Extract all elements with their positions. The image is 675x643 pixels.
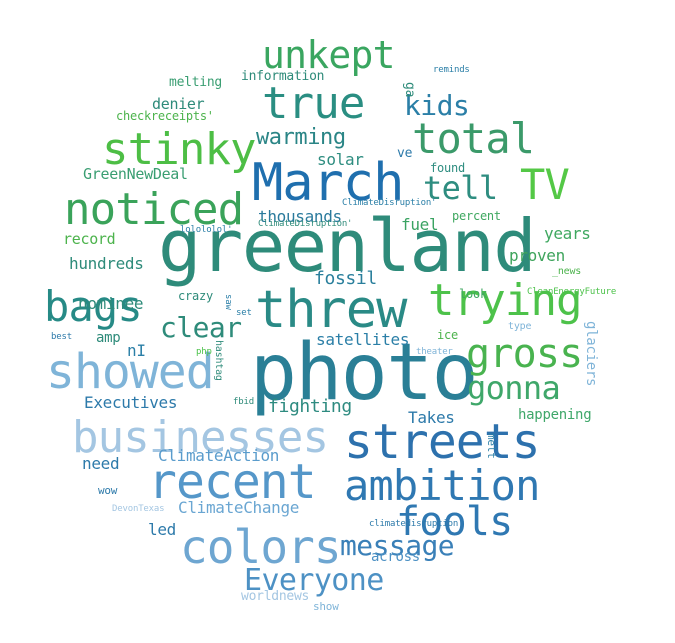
cloud-word: show bbox=[313, 600, 339, 613]
cloud-word: total bbox=[412, 114, 535, 163]
cloud-word: fossil bbox=[314, 268, 377, 289]
cloud-word: gross bbox=[466, 331, 583, 377]
cloud-word: ClimateDisruption' bbox=[342, 198, 437, 208]
cloud-word: ClimateAction bbox=[158, 446, 280, 465]
cloud-word: lolololol' bbox=[180, 225, 233, 235]
cloud-word: denier bbox=[152, 95, 205, 113]
cloud-word: Everyone bbox=[244, 563, 384, 598]
cloud-word: percent bbox=[452, 209, 501, 223]
cloud-word: theater bbox=[416, 347, 453, 357]
cloud-word: melt bbox=[485, 433, 498, 459]
cloud-word: saw bbox=[223, 294, 233, 310]
cloud-word: ga bbox=[402, 82, 417, 98]
cloud-word: Executives bbox=[84, 393, 178, 412]
cloud-word: satellites bbox=[316, 330, 410, 349]
cloud-word: fools bbox=[396, 499, 513, 545]
cloud-word: fuel bbox=[401, 215, 439, 234]
cloud-word: best bbox=[51, 332, 72, 342]
cloud-word: worldnews bbox=[241, 589, 310, 604]
cloud-word: unkept bbox=[262, 33, 395, 77]
cloud-word: ve bbox=[397, 146, 413, 161]
cloud-word: photo bbox=[250, 328, 479, 418]
cloud-word: need bbox=[82, 454, 120, 473]
cloud-word: bags bbox=[44, 282, 143, 331]
cloud-word: record bbox=[63, 230, 116, 248]
cloud-word: CleanEnergyFuture bbox=[527, 287, 617, 297]
cloud-word: gonna bbox=[467, 369, 561, 407]
cloud-word: clear bbox=[160, 311, 242, 344]
cloud-word: TV bbox=[520, 160, 570, 209]
cloud-word: message bbox=[340, 529, 455, 562]
cloud-word: years bbox=[544, 224, 591, 243]
cloud-word: solar bbox=[317, 150, 364, 169]
cloud-word: thousands bbox=[258, 207, 342, 226]
cloud-word: information bbox=[241, 69, 325, 84]
cloud-word: greenland bbox=[158, 204, 537, 288]
cloud-word: found bbox=[430, 161, 465, 175]
cloud-word: led bbox=[148, 520, 176, 539]
cloud-word: hashtag bbox=[213, 340, 224, 381]
cloud-word: recent bbox=[148, 454, 317, 510]
cloud-word: climatedisruption bbox=[369, 519, 459, 529]
cloud-word: wow bbox=[98, 484, 118, 497]
cloud-word: proven bbox=[509, 246, 565, 265]
cloud-word: GreenNewDeal bbox=[83, 165, 188, 183]
cloud-word: fighting bbox=[268, 396, 352, 417]
cloud-word: checkreceipts' bbox=[116, 109, 214, 123]
cloud-word: crazy bbox=[178, 289, 213, 303]
cloud-word: nominee bbox=[78, 294, 144, 313]
cloud-word: glaciers bbox=[583, 321, 599, 387]
cloud-word: look bbox=[459, 287, 487, 301]
cloud-word: ice bbox=[437, 328, 458, 342]
cloud-word: across bbox=[371, 549, 420, 565]
cloud-word: stinky bbox=[102, 124, 257, 175]
cloud-word: reminds bbox=[433, 65, 470, 75]
cloud-word: melting bbox=[169, 75, 222, 90]
cloud-word: type bbox=[508, 321, 532, 332]
cloud-word: showed bbox=[46, 344, 215, 400]
cloud-word: tell bbox=[423, 169, 498, 207]
cloud-word: streets bbox=[344, 414, 541, 470]
cloud-word: happening bbox=[518, 407, 592, 423]
cloud-word: ClimateChange bbox=[178, 498, 300, 517]
cloud-word: businesses bbox=[72, 412, 329, 463]
cloud-word: nI bbox=[127, 341, 146, 360]
cloud-word: trying bbox=[428, 275, 583, 326]
cloud-word: ClimateDisruption' bbox=[258, 219, 353, 229]
cloud-word: php bbox=[196, 347, 212, 357]
cloud-word: warming bbox=[256, 125, 346, 150]
cloud-word: set bbox=[236, 308, 252, 318]
cloud-word: threw bbox=[255, 280, 407, 340]
cloud-word: hundreds bbox=[69, 254, 144, 273]
cloud-word: kids bbox=[404, 89, 470, 122]
cloud-word: colors bbox=[180, 520, 342, 574]
cloud-word: _news bbox=[552, 266, 582, 277]
cloud-word: March bbox=[252, 153, 404, 213]
cloud-word: Takes bbox=[408, 408, 455, 427]
cloud-word: fbid bbox=[233, 397, 254, 407]
cloud-word: true bbox=[262, 78, 365, 129]
cloud-word: noticed bbox=[64, 184, 244, 235]
cloud-word: DevonTexas bbox=[112, 504, 165, 514]
cloud-word: amp bbox=[96, 330, 121, 346]
cloud-word: ambition bbox=[344, 461, 540, 510]
